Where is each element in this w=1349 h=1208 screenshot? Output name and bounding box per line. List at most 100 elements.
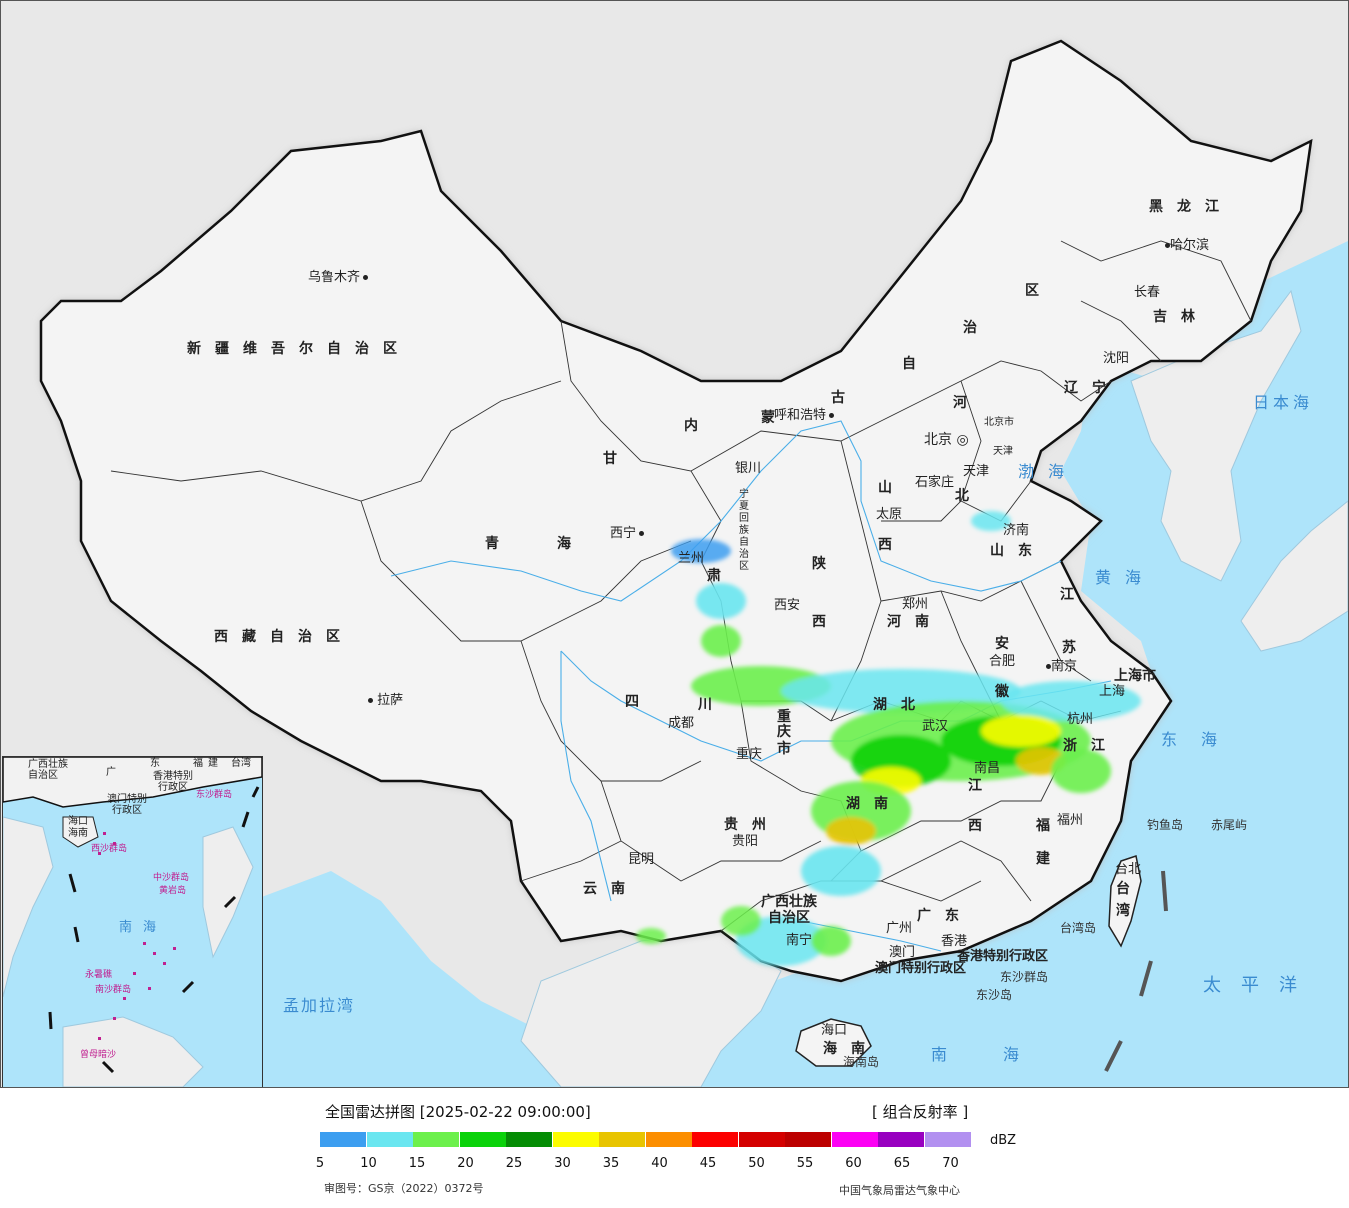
scale-tick-label: 10 xyxy=(360,1156,377,1171)
sea-label-bengal: 孟加拉湾 xyxy=(283,996,356,1015)
city-label-aomen: 澳门 xyxy=(889,945,916,960)
inset-label-taiwan: 台湾 xyxy=(231,758,251,769)
province-label-gansu-1: 甘 xyxy=(603,451,617,467)
city-label-yinchuan: 银川 xyxy=(735,461,762,476)
sea-label-pacific: 太平洋 xyxy=(1203,975,1317,996)
scale-swatch xyxy=(599,1132,645,1147)
inset-label-macao: 澳门特别 xyxy=(107,794,147,805)
province-label-taiwan-2: 湾 xyxy=(1116,903,1130,919)
scale-tick-label: 50 xyxy=(748,1156,765,1171)
inset-label-nan: 南 xyxy=(119,920,139,935)
city-label-hangzhou: 杭州 xyxy=(1067,712,1094,727)
scale-swatch xyxy=(692,1132,738,1147)
province-label-qinghai-2: 海 xyxy=(557,536,571,552)
province-label-jiangsu-1: 江 xyxy=(1060,587,1074,603)
radar-echo-layer xyxy=(636,511,1141,966)
province-label-anhui-1: 安 xyxy=(995,636,1009,652)
inset-canvas xyxy=(3,757,262,1087)
city-label-nanning: 南宁 xyxy=(786,933,813,948)
inset-label-dong: 东 xyxy=(150,758,160,769)
province-label-shaanxi-1: 陕 xyxy=(812,556,826,572)
city-label-wuhan: 武汉 xyxy=(922,719,949,734)
unit-label: dBZ xyxy=(990,1133,1017,1148)
island-label-dongsha-q: 东沙群岛 xyxy=(1000,970,1049,984)
city-label-taibei: 台北 xyxy=(1115,862,1142,877)
taiwan-island xyxy=(1108,855,1142,948)
scale-swatch xyxy=(924,1132,971,1147)
province-label-ningxia: 宁夏回族自治区 xyxy=(739,489,749,572)
scale-tick-label: 20 xyxy=(457,1156,474,1171)
nine-dash-line xyxy=(1104,870,1168,1072)
province-label-chongqing-3: 市 xyxy=(777,741,791,757)
inset-label-guangxi-2: 自治区 xyxy=(28,770,58,781)
inset-label-fu: 福 xyxy=(193,758,203,769)
province-label-neimenggu-1: 内 xyxy=(684,418,698,434)
city-label-tianjin: 天津 xyxy=(963,464,990,479)
inset-label-dongsha: 东沙群岛 xyxy=(196,790,233,800)
scale-swatch xyxy=(506,1132,552,1147)
city-label-shijiazhuang: 石家庄 xyxy=(915,475,955,490)
scale-tick-label: 5 xyxy=(315,1156,325,1171)
south-china-sea-inset: 广西壮族 自治区 广 东 福 建 台湾 澳门特别 行政区 香港特别 行政区 东沙… xyxy=(2,756,263,1087)
sea-label-japan: 日本海 xyxy=(1253,393,1314,412)
inset-label-nansha: 南沙群岛 xyxy=(95,985,132,995)
map-canvas xyxy=(39,39,1348,1087)
province-label-jilin: 吉林 xyxy=(1153,309,1209,325)
province-label-neimenggu-6: 区 xyxy=(1025,283,1039,299)
province-label-guangxi-2: 自治区 xyxy=(768,910,810,926)
city-label-taiyuan: 太原 xyxy=(876,507,903,522)
inset-label-zengmu: 曾母暗沙 xyxy=(80,1050,117,1060)
land-korea xyxy=(1130,289,1302,582)
province-label-shanxi-2: 西 xyxy=(878,537,892,553)
city-label-shenyang: 沈阳 xyxy=(1103,351,1130,366)
province-label-gansu-2: 肃 xyxy=(707,568,721,584)
scale-tick-label: 65 xyxy=(893,1156,911,1171)
province-label-chongqing-1: 重 xyxy=(777,709,791,725)
scale-tick-label: 35 xyxy=(602,1156,620,1171)
scale-tick-label: 55 xyxy=(796,1156,814,1171)
scale-swatch xyxy=(645,1132,692,1147)
city-label-nanchang: 南昌 xyxy=(974,761,1001,776)
city-label-guangzhou: 广州 xyxy=(886,921,913,936)
scale-swatch xyxy=(878,1132,924,1147)
inset-label-guangxi: 广西壮族 xyxy=(28,759,68,770)
province-label-fujian-2: 建 xyxy=(1036,851,1050,867)
city-label-lanzhou: 兰州 xyxy=(678,551,705,566)
city-label-xian: 西安 xyxy=(774,598,801,613)
scale-swatch xyxy=(785,1132,831,1147)
province-label-qinghai-1: 青 xyxy=(485,536,499,552)
city-label-xining: 西宁 xyxy=(610,527,645,540)
province-label-sichuan-2: 川 xyxy=(698,697,712,713)
city-label-fuzhou: 福州 xyxy=(1057,813,1084,828)
province-label-jiangxi-1: 江 xyxy=(968,778,982,794)
scale-tick-label: 30 xyxy=(554,1156,571,1171)
city-label-jinan: 济南 xyxy=(1003,523,1030,538)
province-label-hunan: 湖南 xyxy=(846,796,902,812)
scale-tick-label: 60 xyxy=(845,1156,862,1171)
city-label-haikou: 海口 xyxy=(821,1023,848,1038)
map-title: 全国雷达拼图 [2025-02-22 09:00:00] xyxy=(325,1103,591,1121)
city-label-chongqing: 重庆 xyxy=(736,747,763,762)
province-label-zhejiang: 浙江 xyxy=(1063,738,1119,754)
product-label: [ 组合反射率 ] xyxy=(872,1103,969,1121)
inset-label-haikou: 海口 xyxy=(68,816,88,827)
city-label-chengdu: 成都 xyxy=(668,716,695,731)
province-label-taiwan-1: 台 xyxy=(1116,881,1130,897)
scale-tick-label: 70 xyxy=(942,1156,959,1171)
province-label-shanxi-1: 山 xyxy=(878,480,892,496)
inset-label-guang: 广 xyxy=(106,767,116,778)
province-label-guizhou: 贵州 xyxy=(724,817,780,833)
province-label-neimenggu-5: 治 xyxy=(963,320,977,336)
scale-tick-label: 40 xyxy=(651,1156,668,1171)
province-label-shaanxi-2: 西 xyxy=(812,614,826,630)
province-label-sichuan-1: 四 xyxy=(625,694,639,710)
city-label-lhasa: 拉萨 xyxy=(365,694,403,707)
province-label-xizang: 西藏自治区 xyxy=(214,629,354,645)
sea-label-bohai: 渤海 xyxy=(1018,462,1079,481)
scale-swatch xyxy=(831,1132,878,1147)
province-label-macao: 澳门特别行政区 xyxy=(875,961,967,976)
hainan-island xyxy=(795,1018,872,1067)
agency-label: 中国气象局雷达气象中心 xyxy=(839,1184,960,1197)
city-label-xianggang: 香港 xyxy=(941,934,968,949)
island-label-dongsha: 东沙岛 xyxy=(976,988,1013,1002)
